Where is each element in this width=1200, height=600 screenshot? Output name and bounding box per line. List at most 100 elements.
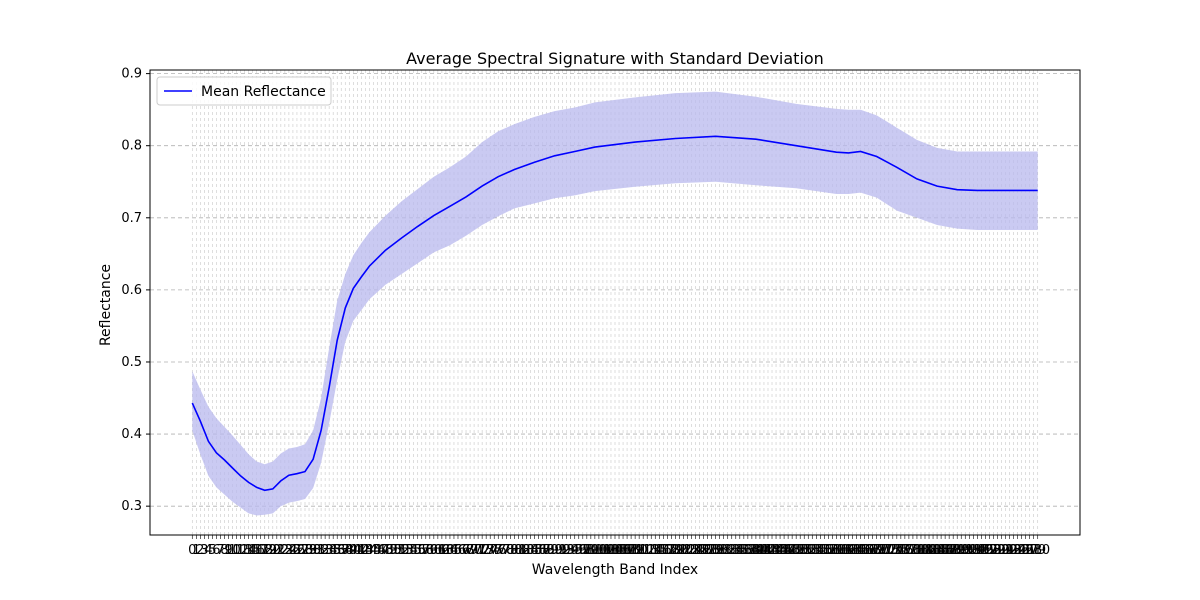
x-tick-label: 35 bbox=[325, 543, 342, 558]
x-tick-label: 205 bbox=[1005, 543, 1030, 558]
x-tick-label: 21 bbox=[269, 543, 286, 558]
x-tick-label: 2 bbox=[196, 543, 204, 558]
x-tick-label: 46 bbox=[369, 543, 386, 558]
x-tick-label: 33 bbox=[317, 543, 334, 558]
x-tick-label: 172 bbox=[872, 543, 897, 558]
x-tick-label: 70 bbox=[466, 543, 483, 558]
x-tick-label: 193 bbox=[957, 543, 982, 558]
x-tick-label: 160 bbox=[824, 543, 849, 558]
legend-label: Mean Reflectance bbox=[201, 84, 326, 100]
x-tick-label: 25 bbox=[285, 543, 302, 558]
x-tick-label: 55 bbox=[405, 543, 422, 558]
x-tick-label: 136 bbox=[727, 543, 752, 558]
legend-box bbox=[156, 76, 332, 106]
x-tick-label: 208 bbox=[1017, 543, 1042, 558]
x-tick-label: 175 bbox=[884, 543, 909, 558]
x-tick-label: 118 bbox=[655, 543, 680, 558]
x-tick-label: 76 bbox=[490, 543, 507, 558]
x-tick-label: 39 bbox=[341, 543, 358, 558]
x-tick-label: 93 bbox=[558, 543, 575, 558]
x-tick-label: 155 bbox=[804, 543, 829, 558]
x-tick-label: 122 bbox=[671, 543, 696, 558]
x-tick-label: 130 bbox=[703, 543, 728, 558]
std-band bbox=[192, 91, 1038, 516]
x-tick-label: 84 bbox=[522, 543, 539, 558]
plot-area: 0.30.40.50.60.70.80.90123456789101112131… bbox=[121, 67, 1081, 558]
x-tick-label: 153 bbox=[796, 543, 821, 558]
x-tick-label: 29 bbox=[301, 543, 318, 558]
x-tick-label: 78 bbox=[498, 543, 515, 558]
x-tick-label: 89 bbox=[542, 543, 559, 558]
x-tick-label: 27 bbox=[293, 543, 310, 558]
x-tick-label: 169 bbox=[860, 543, 885, 558]
x-tick-label: 117 bbox=[651, 543, 676, 558]
x-tick-label: 128 bbox=[695, 543, 720, 558]
x-tick-label: 13 bbox=[236, 543, 253, 558]
x-tick-label: 120 bbox=[663, 543, 688, 558]
x-tick-label: 141 bbox=[748, 543, 773, 558]
x-tick-label: 126 bbox=[687, 543, 712, 558]
x-tick-label: 95 bbox=[566, 543, 583, 558]
y-tick-label: 0.9 bbox=[121, 67, 142, 82]
x-tick-label: 44 bbox=[361, 543, 378, 558]
x-tick-label: 123 bbox=[675, 543, 700, 558]
x-tick-label: 133 bbox=[715, 543, 740, 558]
x-tick-label: 16 bbox=[248, 543, 265, 558]
x-tick-label: 176 bbox=[888, 543, 913, 558]
x-tick-label: 71 bbox=[470, 543, 487, 558]
x-tick-label: 15 bbox=[244, 543, 261, 558]
x-tick-label: 142 bbox=[752, 543, 777, 558]
x-tick-label: 28 bbox=[297, 543, 314, 558]
x-tick-label: 147 bbox=[772, 543, 797, 558]
x-tick-label: 186 bbox=[929, 543, 954, 558]
x-tick-label: 92 bbox=[554, 543, 571, 558]
x-tick-label: 163 bbox=[836, 543, 861, 558]
y-tick-label: 0.8 bbox=[121, 139, 142, 154]
x-tick-label: 146 bbox=[768, 543, 793, 558]
x-tick-label: 152 bbox=[792, 543, 817, 558]
x-tick-label: 32 bbox=[313, 543, 330, 558]
x-tick-label: 98 bbox=[579, 543, 596, 558]
x-tick-label: 201 bbox=[989, 543, 1014, 558]
x-tick-label: 38 bbox=[337, 543, 354, 558]
x-tick-label: 64 bbox=[442, 543, 459, 558]
x-tick-label: 104 bbox=[599, 543, 624, 558]
x-tick-label: 23 bbox=[277, 543, 294, 558]
x-tick-label: 63 bbox=[438, 543, 455, 558]
x-tick-label: 50 bbox=[385, 543, 402, 558]
x-axis-label: Wavelength Band Index bbox=[532, 562, 698, 578]
y-axis-label: Reflectance bbox=[98, 264, 114, 346]
x-tick-label: 87 bbox=[534, 543, 551, 558]
x-tick-label: 20 bbox=[265, 543, 282, 558]
x-tick-label: 196 bbox=[969, 543, 994, 558]
x-tick-label: 10 bbox=[224, 543, 241, 558]
x-tick-label: 138 bbox=[735, 543, 760, 558]
x-tick-label: 100 bbox=[582, 543, 607, 558]
x-tick-label: 190 bbox=[945, 543, 970, 558]
x-tick-label: 137 bbox=[731, 543, 756, 558]
x-tick-label: 103 bbox=[595, 543, 620, 558]
x-tick-label: 140 bbox=[743, 543, 768, 558]
x-tick-label: 56 bbox=[409, 543, 426, 558]
x-tick-label: 192 bbox=[953, 543, 978, 558]
x-tick-label: 183 bbox=[917, 543, 942, 558]
x-tick-label: 195 bbox=[965, 543, 990, 558]
x-tick-label: 45 bbox=[365, 543, 382, 558]
x-tick-label: 198 bbox=[977, 543, 1002, 558]
y-tick-label: 0.3 bbox=[121, 499, 142, 514]
x-tick-label: 57 bbox=[413, 543, 430, 558]
x-tick-label: 18 bbox=[256, 543, 273, 558]
x-tick-label: 53 bbox=[397, 543, 414, 558]
x-tick-label: 66 bbox=[450, 543, 467, 558]
x-tick-label: 77 bbox=[494, 543, 511, 558]
x-tick-label: 143 bbox=[756, 543, 781, 558]
x-tick-label: 82 bbox=[514, 543, 531, 558]
x-tick-label: 112 bbox=[631, 543, 656, 558]
x-tick-label: 99 bbox=[583, 543, 600, 558]
x-tick-label: 72 bbox=[474, 543, 491, 558]
x-tick-label: 88 bbox=[538, 543, 555, 558]
x-tick-label: 5 bbox=[208, 543, 216, 558]
x-tick-label: 111 bbox=[627, 543, 652, 558]
x-tick-label: 109 bbox=[619, 543, 644, 558]
x-tick-label: 179 bbox=[901, 543, 926, 558]
